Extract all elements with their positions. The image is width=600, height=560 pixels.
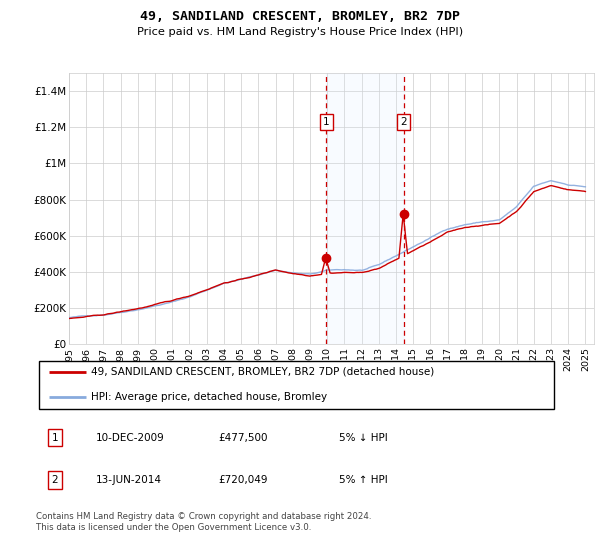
Text: 49, SANDILAND CRESCENT, BROMLEY, BR2 7DP (detached house): 49, SANDILAND CRESCENT, BROMLEY, BR2 7DP… — [91, 367, 434, 377]
Text: 13-JUN-2014: 13-JUN-2014 — [96, 475, 162, 485]
Text: 5% ↑ HPI: 5% ↑ HPI — [339, 475, 388, 485]
Text: £477,500: £477,500 — [218, 432, 268, 442]
Text: 5% ↓ HPI: 5% ↓ HPI — [339, 432, 388, 442]
Text: 2: 2 — [52, 475, 58, 485]
Text: Price paid vs. HM Land Registry's House Price Index (HPI): Price paid vs. HM Land Registry's House … — [137, 27, 463, 37]
Text: 1: 1 — [52, 432, 58, 442]
Text: 2: 2 — [401, 116, 407, 127]
Text: HPI: Average price, detached house, Bromley: HPI: Average price, detached house, Brom… — [91, 391, 327, 402]
Text: Contains HM Land Registry data © Crown copyright and database right 2024.
This d: Contains HM Land Registry data © Crown c… — [36, 512, 371, 532]
Text: 49, SANDILAND CRESCENT, BROMLEY, BR2 7DP: 49, SANDILAND CRESCENT, BROMLEY, BR2 7DP — [140, 10, 460, 23]
Text: 1: 1 — [323, 116, 330, 127]
Text: £720,049: £720,049 — [218, 475, 268, 485]
Bar — [326, 73, 404, 344]
FancyBboxPatch shape — [38, 361, 554, 409]
Text: 10-DEC-2009: 10-DEC-2009 — [96, 432, 165, 442]
